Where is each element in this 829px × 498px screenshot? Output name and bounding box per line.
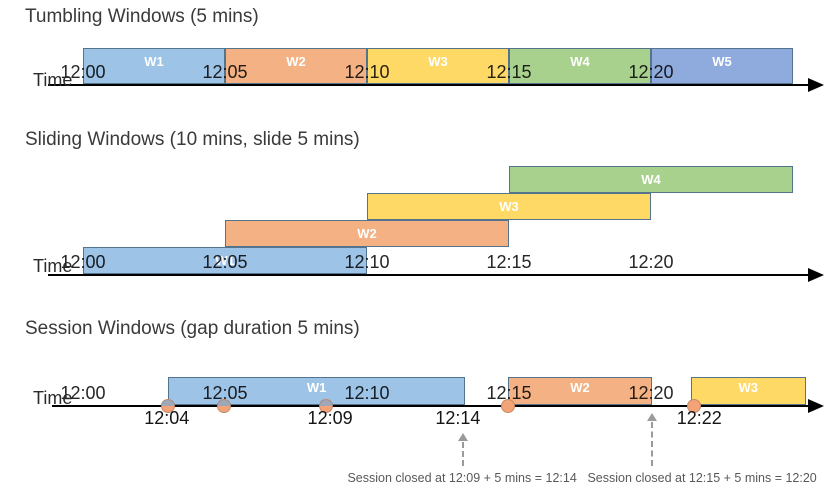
event-time-label: 12:22 [676,408,722,428]
session-close-annotation: Session closed at 12:15 + 5 mins = 12:20 [587,471,817,485]
window-block [367,48,509,84]
window-label: W2 [570,380,590,395]
window-block [690,377,806,405]
window-label: W2 [357,226,377,241]
tick-label: 12:20 [628,252,674,272]
section-title: Sliding Windows (10 mins, slide 5 mins) [25,129,360,150]
window-label: W3 [428,54,448,69]
section-title: Session Windows (gap duration 5 mins) [25,318,360,339]
session-close-arrowhead-icon [646,413,657,421]
time-axis-arrowhead-icon [808,399,824,413]
tick-label: 12:00 [60,62,106,82]
tick-label: 12:15 [486,62,532,82]
tick-label: 12:20 [628,383,674,403]
window-block [509,166,793,193]
window-label: W3 [738,380,759,395]
time-axis-line [52,405,810,407]
time-axis-line [48,84,810,86]
time-axis-label: Time [33,388,73,408]
window-label: W1 [215,253,235,268]
event-time-label: 12:14 [435,408,481,428]
session-close-arrow-shaft [461,442,464,466]
event-dot [500,399,515,413]
event-dot [318,399,333,413]
tick-label: 12:10 [344,252,390,272]
tick-label: 12:00 [60,252,106,272]
window-block [509,48,651,84]
window-block [83,48,225,84]
tick-label: 12:05 [202,62,248,82]
tick-label: 12:05 [202,383,248,403]
window-block [507,377,653,405]
window-block [168,377,465,405]
time-axis-label: Time [33,256,73,276]
window-label: W3 [499,199,519,214]
window-label: W5 [712,54,732,69]
tick-label: 12:20 [628,62,674,82]
tick-label: 12:10 [344,383,390,403]
window-block [225,220,509,247]
session-close-arrow-shaft [650,422,653,466]
window-label: W2 [286,54,306,69]
time-axis-arrowhead-icon [808,78,824,92]
window-block [83,247,367,274]
tick-label: 12:00 [60,383,106,403]
time-axis-line [48,274,810,276]
tick-label: 12:15 [486,252,532,272]
section-title: Tumbling Windows (5 mins) [25,6,259,27]
tick-label: 12:05 [202,252,248,272]
tick-label: 12:10 [344,62,390,82]
window-label: W1 [144,54,164,69]
tick-label: 12:15 [486,383,532,403]
window-block [367,193,651,220]
window-block [651,48,793,84]
window-label: W4 [570,54,590,69]
event-time-label: 12:09 [307,408,353,428]
session-close-arrowhead-icon [457,433,468,441]
event-dot [161,399,176,413]
window-label: W1 [306,380,327,395]
window-block [225,48,367,84]
event-dot [216,399,231,413]
event-time-label: 12:04 [144,408,190,428]
window-label: W4 [641,172,661,187]
session-close-annotation: Session closed at 12:09 + 5 mins = 12:14 [347,471,577,485]
time-axis-arrowhead-icon [808,268,824,282]
time-axis-label: Time [33,70,73,90]
event-dot [686,399,701,413]
